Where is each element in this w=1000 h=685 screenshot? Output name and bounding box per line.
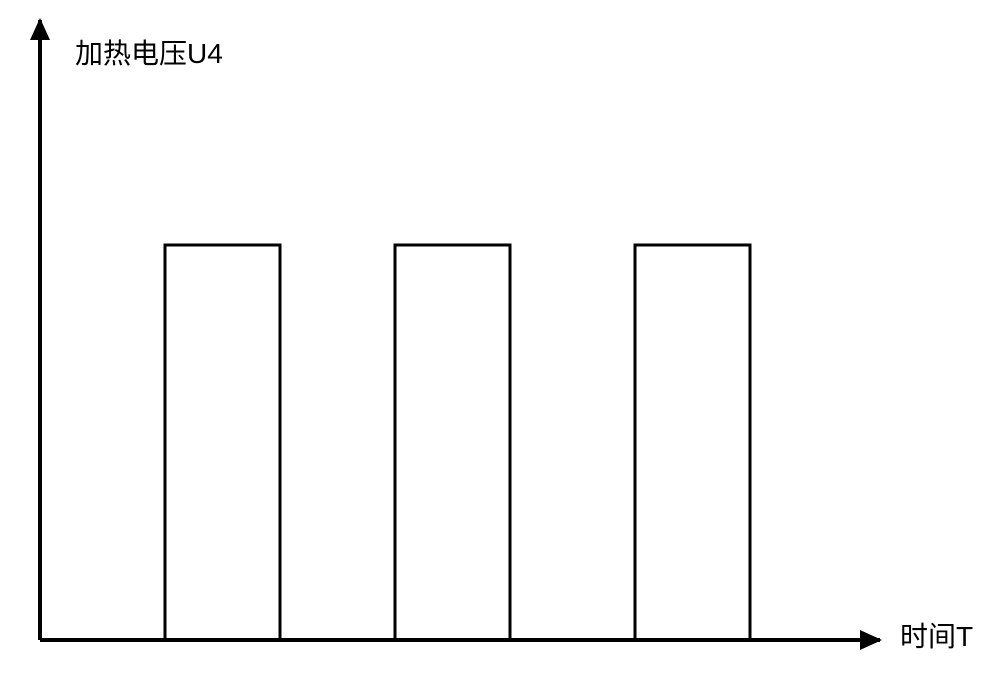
x-axis-label: 时间T <box>900 615 973 655</box>
chart-container: 加热电压U4 时间T <box>0 0 1000 685</box>
y-axis-label: 加热电压U4 <box>75 32 223 72</box>
square-wave-chart <box>0 0 1000 685</box>
